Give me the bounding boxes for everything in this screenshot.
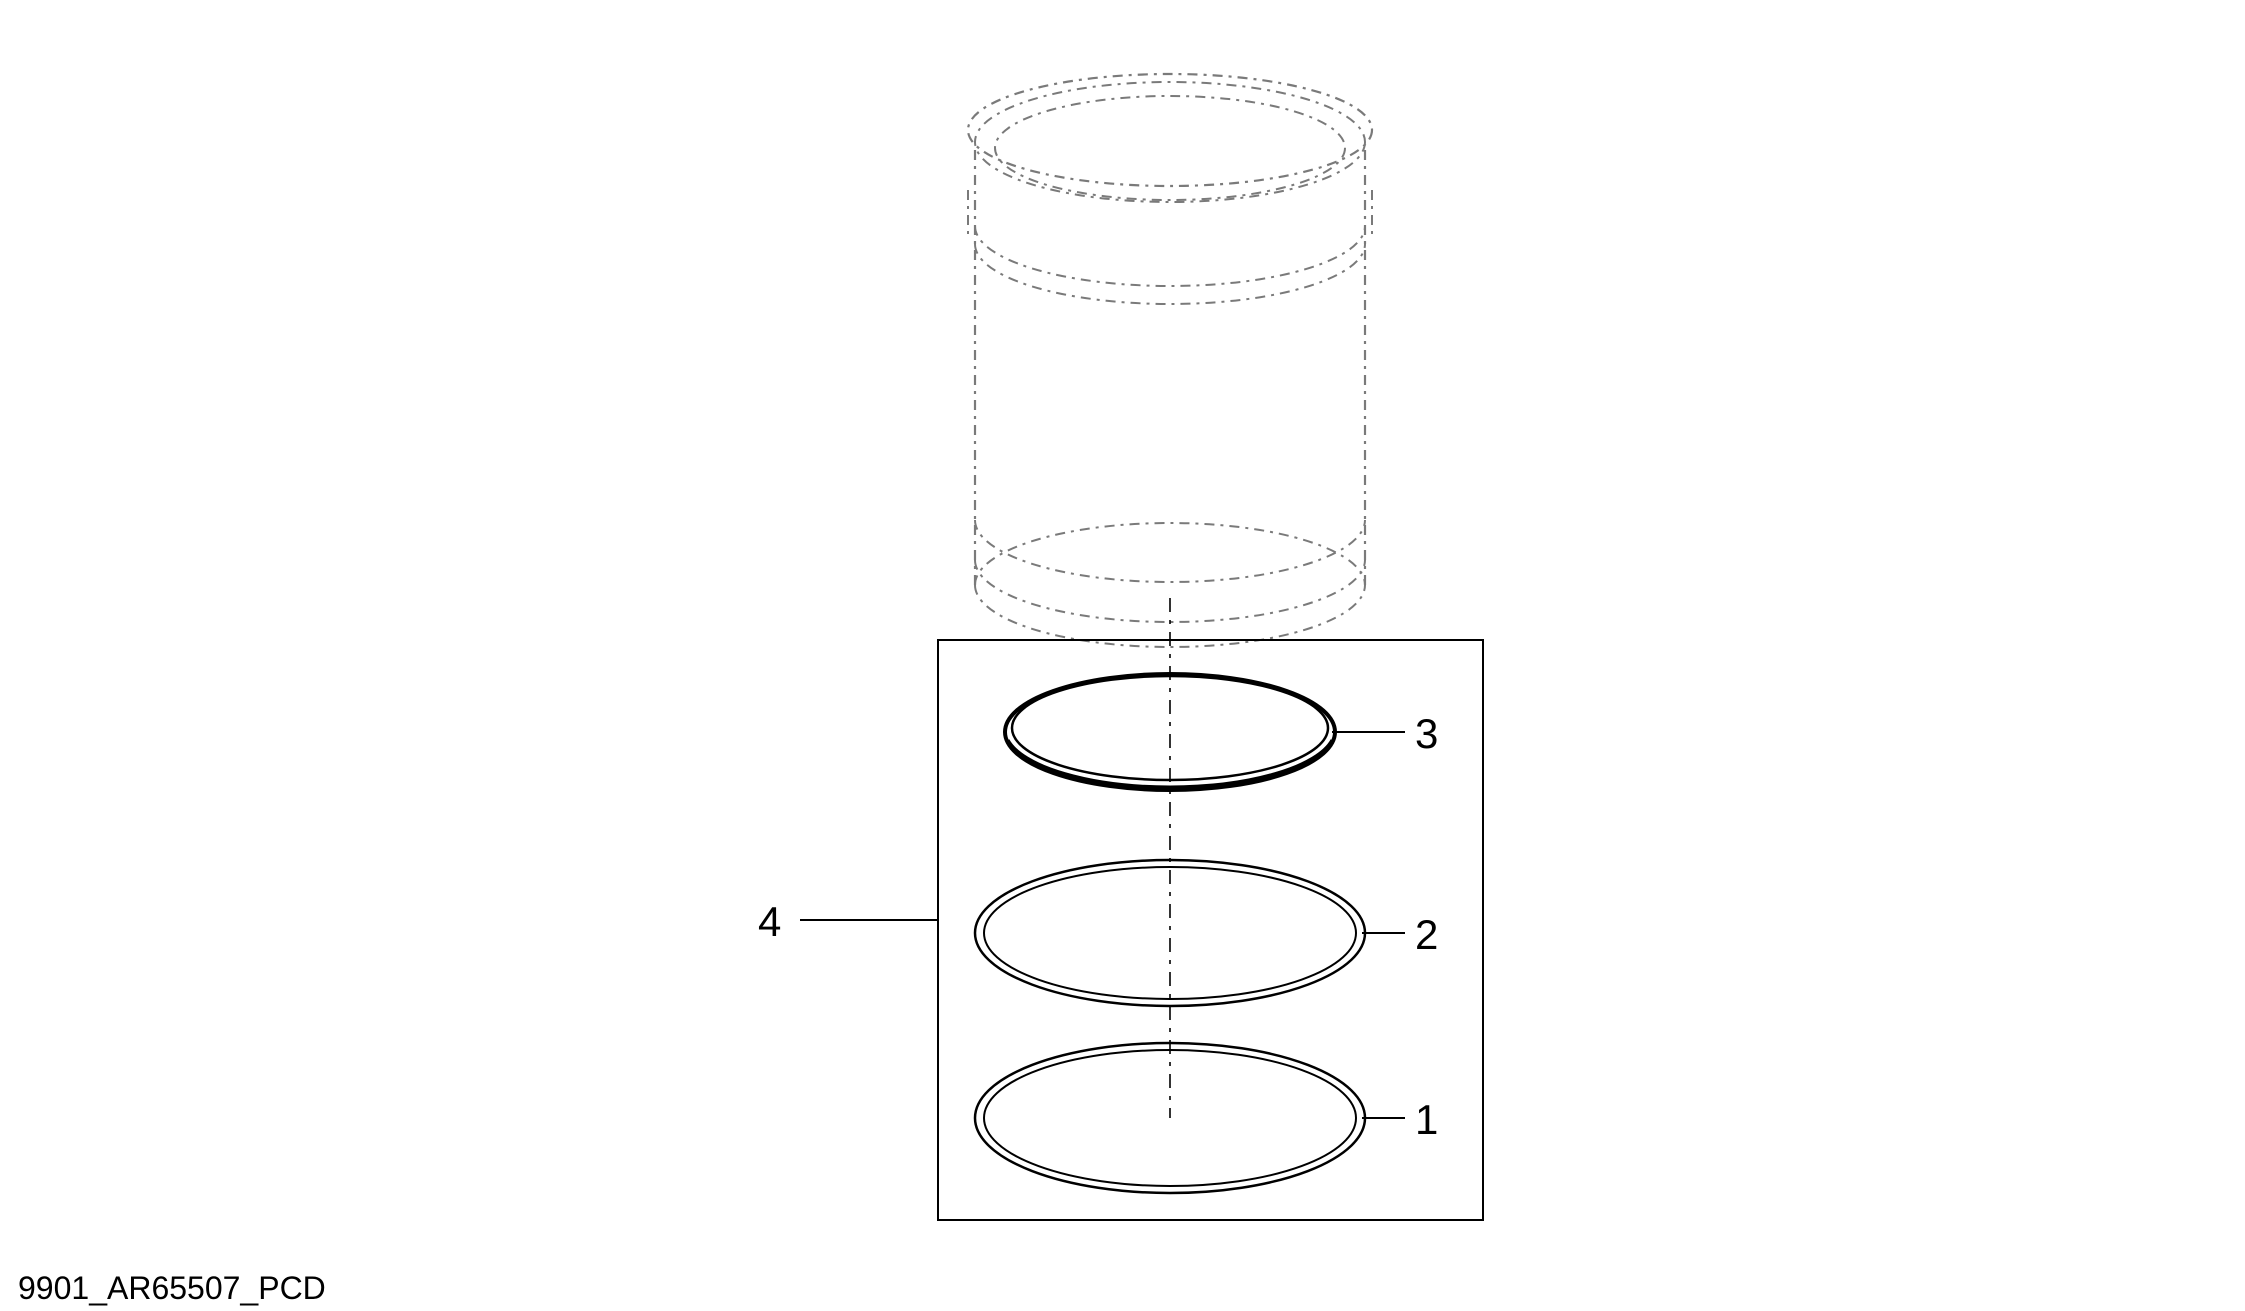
callout-label-1: 1 <box>1415 1096 1438 1144</box>
callout-label-3: 3 <box>1415 710 1438 758</box>
callout-label-2: 2 <box>1415 911 1438 959</box>
diagram-part-number: 9901_AR65507_PCD <box>18 1270 326 1307</box>
leader-lines <box>0 0 2245 1311</box>
callout-label-4: 4 <box>758 898 781 946</box>
diagram-canvas: 1 2 3 4 9901_AR65507_PCD <box>0 0 2245 1311</box>
